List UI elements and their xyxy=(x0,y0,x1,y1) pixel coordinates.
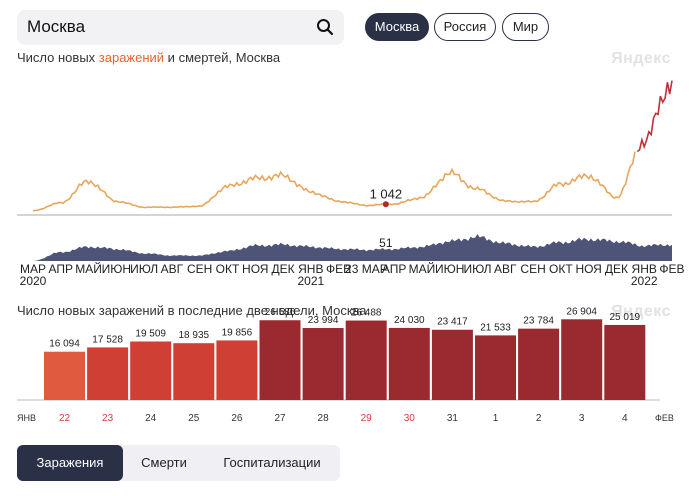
bar[interactable] xyxy=(259,320,301,400)
bar-value-label: 19 856 xyxy=(222,327,253,338)
bar[interactable] xyxy=(604,324,646,400)
search-box[interactable]: Москва xyxy=(17,10,344,45)
bar-category-label: 1 xyxy=(493,413,499,424)
search-icon[interactable] xyxy=(316,18,334,36)
month-label: ИЮЛ xyxy=(463,262,491,276)
bar-value-label: 23 994 xyxy=(308,315,339,326)
bar-category-label: 30 xyxy=(404,413,416,424)
title-infections[interactable]: заражений xyxy=(98,50,165,65)
region-button-russia[interactable]: Россия xyxy=(434,13,496,41)
title-prefix: Число новых xyxy=(17,50,99,65)
deaths-area-series[interactable] xyxy=(33,234,672,261)
bar[interactable] xyxy=(302,328,344,400)
bar-category-label: 31 xyxy=(447,413,459,424)
bar[interactable] xyxy=(345,320,387,400)
bar-category-label: 2 xyxy=(536,413,542,424)
bar-chart-title: Число новых заражений в последние две не… xyxy=(17,303,367,318)
bar-category-label: 27 xyxy=(274,413,286,424)
bar[interactable] xyxy=(388,327,430,400)
bar-category-label: 25 xyxy=(188,413,200,424)
bar-value-label: 17 528 xyxy=(92,334,123,345)
bar[interactable] xyxy=(87,347,129,400)
month-label: АВГ xyxy=(161,262,184,276)
month-label: МАР xyxy=(20,262,46,276)
month-label: ИЮН xyxy=(435,262,464,276)
month-label: СЕН xyxy=(187,262,212,276)
bar-value-label: 23 784 xyxy=(523,316,554,327)
tab-deaths[interactable]: Смерти xyxy=(141,455,187,470)
month-label: АПР xyxy=(49,262,74,276)
month-label: ОКТ xyxy=(549,262,573,276)
yandex-watermark-bottom: Яндекс xyxy=(611,303,671,320)
bar[interactable] xyxy=(173,343,215,400)
month-label: ОКТ xyxy=(216,262,240,276)
infections-marker-dot xyxy=(382,201,389,208)
month-label: ФЕВ xyxy=(659,262,684,276)
title-suffix: , Москва xyxy=(228,50,281,65)
bar-value-label: 21 533 xyxy=(480,322,511,333)
month-label: ЯНВ xyxy=(298,262,323,276)
month-label: НОЯ xyxy=(575,262,601,276)
infections-line-recent[interactable] xyxy=(636,80,673,153)
bar-value-label: 18 935 xyxy=(179,330,210,341)
bar-category-label: 23 xyxy=(102,413,114,424)
infections-marker-label: 1 042 xyxy=(370,186,403,201)
deaths-marker-label: 51 xyxy=(379,236,393,250)
month-label: 23 МАР xyxy=(345,262,388,276)
bar-value-label: 16 094 xyxy=(49,339,80,350)
bar[interactable] xyxy=(475,335,516,400)
month-label: ЯНВ xyxy=(632,262,657,276)
year-label: 2021 xyxy=(297,274,324,288)
bar-value-label: 26 586 xyxy=(265,307,296,318)
bar-category-label: 29 xyxy=(361,413,373,424)
bar-category-label: 24 xyxy=(145,413,157,424)
month-label: ФЕВ xyxy=(326,262,351,276)
bar-value-label: 26 904 xyxy=(566,306,597,317)
month-label: ИЮН xyxy=(102,262,131,276)
tab-infections[interactable]: Заражения xyxy=(17,445,123,481)
bar[interactable] xyxy=(518,328,560,400)
month-label: ДЕК xyxy=(271,262,294,276)
region-button-world[interactable]: Мир xyxy=(502,13,549,41)
month-label: АПР xyxy=(382,262,407,276)
bar-value-label: 19 509 xyxy=(135,328,166,339)
month-label: НОЯ xyxy=(242,262,268,276)
bar-value-label: 23 417 xyxy=(437,317,468,328)
tab-hospitalizations[interactable]: Госпитализации xyxy=(223,455,321,470)
bar-value-label: 25 019 xyxy=(610,312,641,323)
bar-left-month-label: ЯНВ xyxy=(17,413,36,423)
month-label: ИЮЛ xyxy=(130,262,158,276)
bar[interactable] xyxy=(130,341,172,400)
infections-line-series[interactable] xyxy=(32,151,636,212)
main-chart-title: Число новых заражений и смертей, Москва xyxy=(17,50,280,65)
bar-right-month-label: ФЕВ xyxy=(655,413,674,423)
bar[interactable] xyxy=(44,351,85,400)
bar-category-label: 28 xyxy=(318,413,330,424)
bar-value-label: 24 030 xyxy=(394,315,425,326)
month-label: СЕН xyxy=(520,262,545,276)
metric-tabs: Заражения Смерти Госпитализации xyxy=(17,445,340,481)
region-button-moscow[interactable]: Москва xyxy=(365,13,429,41)
year-label: 2020 xyxy=(20,274,47,288)
title-deaths[interactable]: смертей xyxy=(178,50,229,65)
bar[interactable] xyxy=(431,329,473,400)
bar-category-label: 3 xyxy=(579,413,585,424)
month-label: МАЙ xyxy=(409,261,436,276)
bar[interactable] xyxy=(216,340,258,400)
search-input[interactable]: Москва xyxy=(27,17,86,36)
bar[interactable] xyxy=(561,319,603,400)
bar-category-label: 26 xyxy=(231,413,243,424)
title-middle: и xyxy=(164,50,179,65)
month-label: АВГ xyxy=(494,262,517,276)
month-label: МАЙ xyxy=(75,261,102,276)
yandex-watermark-top: Яндекс xyxy=(611,50,671,67)
year-label: 2022 xyxy=(631,274,658,288)
bar-category-label: 4 xyxy=(622,413,628,424)
bar-value-label: 26 488 xyxy=(351,308,382,319)
month-label: ДЕК xyxy=(605,262,628,276)
bar-category-label: 22 xyxy=(59,413,71,424)
